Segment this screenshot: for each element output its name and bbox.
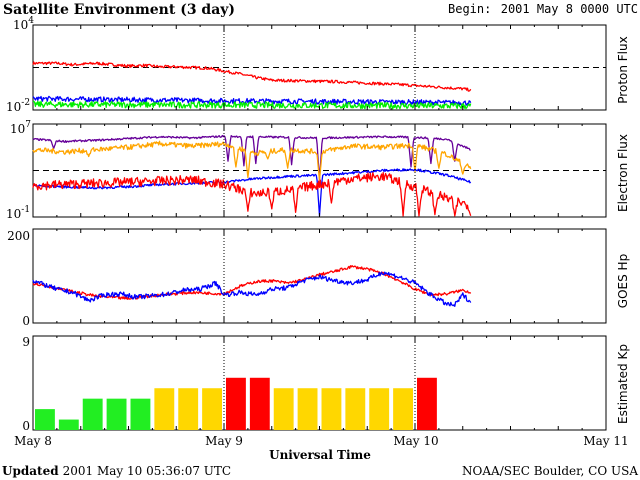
proton-red-series xyxy=(32,61,472,92)
electron-orange-series xyxy=(32,140,472,181)
electron-ytick-bottom: 10-1 xyxy=(6,205,30,221)
kp-bar xyxy=(178,388,199,430)
begin-label: Begin: xyxy=(448,2,491,16)
kp-bar xyxy=(417,377,437,430)
kp-bar xyxy=(106,398,127,430)
proton-blue-series xyxy=(32,95,472,106)
goes-hp-panel xyxy=(32,228,607,324)
updated-text: Updated 2001 May 10 05:36:07 UTC xyxy=(2,464,231,478)
proton-ytick-top: 104 xyxy=(13,16,34,32)
kp-bar xyxy=(273,388,294,430)
kp-bar xyxy=(58,419,79,430)
electron-flux-panel xyxy=(32,123,607,218)
kp-bar xyxy=(393,388,413,430)
kp-bar xyxy=(249,377,270,430)
kp-bar xyxy=(297,388,318,430)
x-axis-label: Universal Time xyxy=(269,448,371,462)
estimated-kp-label: Estimated Kp xyxy=(616,344,630,424)
proton-flux-label: Proton Flux xyxy=(616,36,630,103)
proton-green-series xyxy=(32,100,472,110)
kp-ytick-top: 9 xyxy=(22,335,30,349)
xtick-may-9: May 9 xyxy=(205,434,243,448)
goes-ytick-top: 200 xyxy=(7,229,30,243)
electron-red-series xyxy=(32,171,472,217)
begin-value: 2001 May 8 0000 UTC xyxy=(501,2,638,16)
electron-ytick-top: 107 xyxy=(10,120,31,136)
goes-ytick-bottom: 0 xyxy=(22,314,30,328)
goes-hp-label: GOES Hp xyxy=(616,254,630,308)
proton-flux-panel xyxy=(32,24,607,111)
estimated-kp-panel xyxy=(32,335,607,431)
electron-blue-series xyxy=(32,168,472,217)
kp-bar xyxy=(345,388,366,430)
proton-ytick-bottom: 10-2 xyxy=(6,98,30,114)
kp-bar xyxy=(226,377,246,430)
kp-bar xyxy=(321,388,342,430)
chart-title: Satellite Environment (3 day) xyxy=(3,2,235,18)
kp-bar xyxy=(154,388,175,430)
kp-bar xyxy=(369,388,390,430)
kp-bar xyxy=(130,398,151,430)
xtick-may-10: May 10 xyxy=(393,434,438,448)
xtick-may-8: May 8 xyxy=(14,434,52,448)
kp-ytick-bottom: 0 xyxy=(22,419,30,433)
electron-flux-label: Electron Flux xyxy=(616,134,630,212)
xtick-may-11: May 11 xyxy=(583,434,628,448)
electron-purple-series xyxy=(32,134,471,181)
goes-hp-blue-series xyxy=(32,271,472,307)
kp-bar xyxy=(202,388,222,430)
credit-text: NOAA/SEC Boulder, CO USA xyxy=(462,464,638,478)
kp-bar xyxy=(35,409,55,430)
kp-bar xyxy=(82,398,103,430)
